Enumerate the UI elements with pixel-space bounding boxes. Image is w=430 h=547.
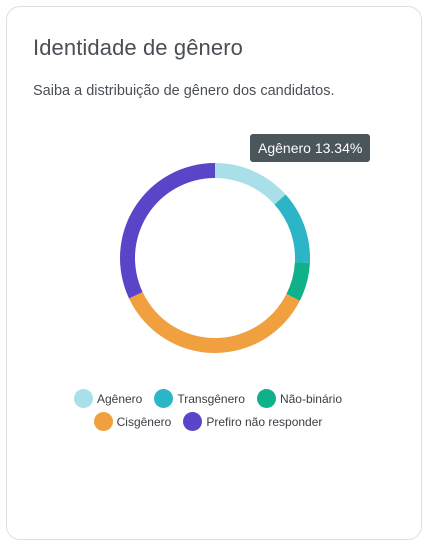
legend-item[interactable]: Prefiro não responder — [183, 411, 322, 432]
card-subtitle: Saiba a distribuição de gênero dos candi… — [33, 83, 335, 99]
legend-swatch — [183, 412, 203, 431]
legend-label: Prefiro não responder — [206, 414, 323, 429]
legend-swatch — [256, 389, 276, 408]
donut-slice-prefiro-n-o-responder[interactable] — [119, 163, 215, 299]
legend-label: Cisgênero — [116, 414, 172, 429]
donut-slice-cisg-nero[interactable] — [129, 292, 300, 354]
legend-item[interactable]: Transgênero — [154, 388, 245, 409]
chart-tooltip: Agênero 13.34% — [250, 134, 371, 162]
legend-swatch — [154, 389, 174, 408]
donut-slice-transg-nero[interactable] — [274, 194, 310, 264]
gender-identity-card: Identidade de gênero Saiba a distribuiçã… — [6, 6, 422, 540]
legend-swatch — [73, 389, 93, 408]
chart-legend: Agênero Transgênero Não-binário Cisgênero Pr… — [60, 388, 356, 432]
legend-swatch — [93, 412, 113, 431]
legend-item[interactable]: Agênero — [73, 388, 143, 409]
legend-item[interactable]: Cisgênero — [93, 411, 172, 432]
donut-slice-ag-nero[interactable] — [215, 163, 286, 205]
legend-label: Agênero — [96, 391, 143, 406]
legend-label: Não-binário — [279, 391, 342, 406]
legend-item[interactable]: Não-binário — [256, 388, 342, 409]
legend-label: Transgênero — [177, 391, 245, 406]
card-title: Identidade de gênero — [33, 35, 243, 60]
donut-slice-n-o-bin-rio[interactable] — [286, 262, 310, 301]
